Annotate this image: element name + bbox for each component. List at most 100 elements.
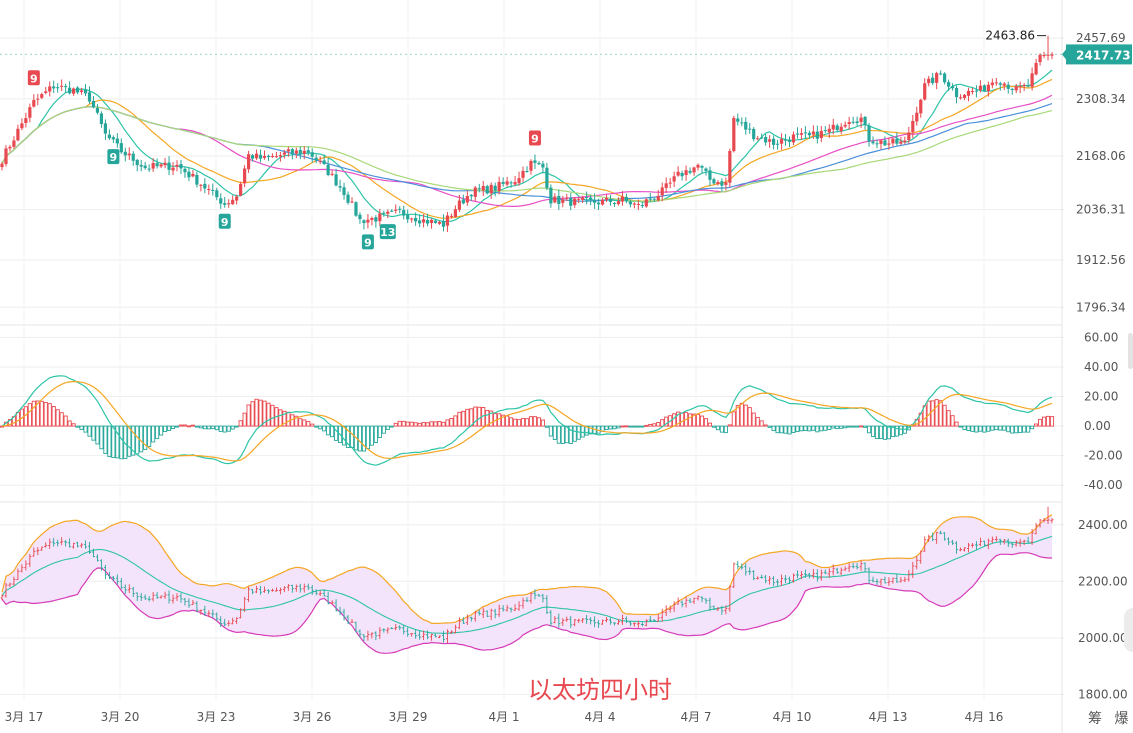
candle-body [12,141,15,147]
candle-body [80,90,83,92]
macd-histogram-bar [52,406,55,426]
candle-body [16,129,19,141]
price-axis-label: 2168.06 [1076,149,1126,163]
macd-histogram-bar [879,426,882,439]
macd-histogram-bar [748,408,751,426]
candle-body [307,150,310,152]
candle-body [1031,73,1034,86]
candle-body [569,198,572,206]
candle-body [565,198,568,199]
candle-body [856,121,859,123]
macd-histogram-bar [525,419,528,426]
macd-histogram-bar [951,416,954,426]
macd-histogram-bar [104,426,107,453]
macd-histogram-bar [386,426,389,429]
macd-histogram-bar [549,426,552,436]
candle-body [191,174,194,176]
scroll-handle[interactable] [1128,333,1133,369]
candle-body [629,202,632,205]
macd-histogram-bar [1007,426,1010,432]
candle-body [275,156,278,157]
macd-histogram-bar [720,426,723,432]
candle-body [458,201,461,210]
macd-histogram-bar [267,403,270,426]
macd-histogram-bar [533,417,536,426]
candle-body [684,170,687,175]
candle-body [545,168,548,188]
candle-body [688,171,691,173]
macd-histogram-bar [438,421,441,426]
macd-histogram-bar [207,426,210,429]
macd-dif-line [2,376,1052,466]
candle-body [653,199,656,200]
candle-body [48,86,51,91]
candle-body [454,209,457,217]
candle-body [788,139,791,141]
macd-histogram-bar [836,426,839,429]
candle-body [64,86,67,87]
candle-body [207,189,210,190]
candle-body [796,134,799,135]
macd-histogram-bar [159,426,162,435]
macd-histogram-bar [1027,426,1030,432]
macd-axis-label: 0.00 [1084,419,1111,433]
candle-body [68,88,71,94]
candle-body [195,175,198,185]
macd-histogram-bar [450,418,453,426]
macd-histogram-bar [167,426,170,430]
macd-histogram-bar [673,414,676,426]
candle-body [271,156,274,157]
macd-histogram-bar [243,413,246,426]
candle-body [466,196,469,202]
candle-body [1027,85,1030,86]
macd-histogram-bar [824,426,827,430]
td-sequential-badge-label: 13 [380,226,395,239]
candle-body [366,220,369,223]
candle-body [513,182,516,184]
macd-histogram-bar [64,416,67,426]
candle-body [283,153,286,155]
candle-body [752,129,755,139]
macd-histogram-bar [752,413,755,426]
candle-body [323,160,326,164]
zoom-handle[interactable] [1124,608,1133,652]
boll-axis-label: 2200.00 [1078,574,1128,588]
candle-body [378,214,381,222]
candle-body [299,150,302,154]
candle-body [979,86,982,90]
candle-body [259,155,262,159]
candle-body [995,82,998,83]
candle-body [772,139,775,145]
macd-histogram-bar [48,404,51,426]
macd-histogram-bar [1038,419,1041,426]
candle-body [800,133,803,135]
candle-body [509,182,512,183]
candle-body [935,73,938,83]
candle-body [136,160,139,165]
candle-body [712,179,715,183]
candle-body [549,188,552,204]
candle-body [398,209,401,210]
macd-histogram-bar [446,420,449,426]
macd-histogram-bar [732,412,735,426]
candle-body [863,117,866,125]
macd-histogram-bar [458,412,461,426]
candle-body [967,91,970,96]
candle-body [740,122,743,123]
candle-body [4,148,7,164]
candle-body [311,152,314,156]
macd-histogram-bar [987,426,990,431]
candle-body [227,203,230,204]
candle-body [462,199,465,203]
candle-body [223,203,226,205]
candle-body [736,119,739,122]
macd-histogram-bar [617,426,620,428]
macd-histogram-bar [995,426,998,430]
macd-histogram-bar [454,416,457,426]
candle-body [402,210,405,216]
macd-histogram-bar [1050,417,1053,426]
candle-body [263,156,266,158]
boll-axis-label: 2000.00 [1078,631,1128,645]
macd-histogram-bar [442,422,445,426]
